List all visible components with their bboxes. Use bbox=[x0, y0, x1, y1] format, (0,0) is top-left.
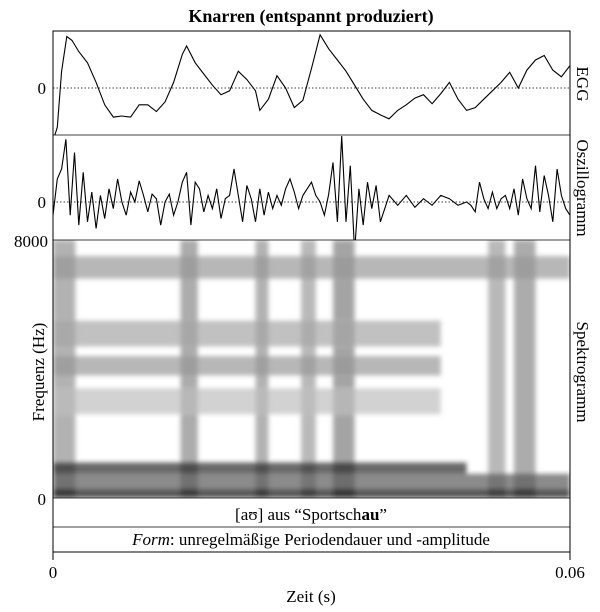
spectrogram-heatmap bbox=[53, 240, 570, 498]
annotation-segment-suffix: ” bbox=[379, 505, 387, 524]
x-tick-label-end: 0.06 bbox=[555, 563, 585, 582]
annotation-segment-prefix: [aʊ] aus “Sportsch bbox=[235, 505, 362, 524]
spectrogram-frequency-band bbox=[53, 388, 441, 415]
annotation-segment: [aʊ] aus “Sportschau” bbox=[235, 505, 387, 524]
spectrogram-time-band bbox=[488, 240, 506, 498]
spectrogram-ytick-zero: 0 bbox=[38, 490, 47, 509]
oscillogram-ytick-zero: 0 bbox=[38, 193, 47, 212]
spectrogram-panel: 8000 0 Frequenz (Hz) Spektrogramm bbox=[14, 232, 592, 509]
chart-title: Knarren (entspannt produziert) bbox=[188, 6, 433, 27]
x-axis: 0 0.06 Zeit (s) bbox=[49, 552, 585, 606]
x-tick-label-start: 0 bbox=[49, 563, 58, 582]
spectrogram-time-band bbox=[513, 240, 536, 498]
annotation-description-italic: Form bbox=[131, 530, 170, 549]
spectrogram-frequency-band bbox=[53, 488, 570, 498]
oscillogram-panel: 0 Oszillogramm bbox=[38, 135, 592, 240]
annotation-description-text: : unregelmäßige Periodendauer und -ampli… bbox=[170, 530, 490, 549]
spectrogram-frequency-band bbox=[53, 320, 441, 347]
egg-series-line bbox=[54, 33, 570, 135]
egg-ytick-zero: 0 bbox=[38, 79, 47, 98]
oscillogram-series-line bbox=[53, 135, 570, 240]
egg-label: EGG bbox=[573, 67, 592, 102]
spectrogram-label: Spektrogramm bbox=[573, 321, 592, 422]
spectrogram-ytick-max: 8000 bbox=[14, 232, 48, 251]
spectrogram-frequency-band bbox=[53, 256, 570, 279]
spectrogram-frequency-band bbox=[53, 356, 441, 376]
egg-panel: 0 EGG bbox=[38, 33, 592, 135]
panel-frame bbox=[52, 30, 571, 553]
annotation-segment-bold: au bbox=[361, 505, 379, 524]
spectrogram-frequency-band bbox=[53, 473, 570, 489]
annotation-description: Form: unregelmäßige Periodendauer und -a… bbox=[131, 530, 490, 549]
spectrogram-ylabel: Frequenz (Hz) bbox=[29, 323, 48, 422]
oscillogram-label: Oszillogramm bbox=[573, 139, 592, 236]
spectrogram-frequency-band bbox=[53, 462, 467, 474]
x-axis-label: Zeit (s) bbox=[286, 587, 336, 606]
